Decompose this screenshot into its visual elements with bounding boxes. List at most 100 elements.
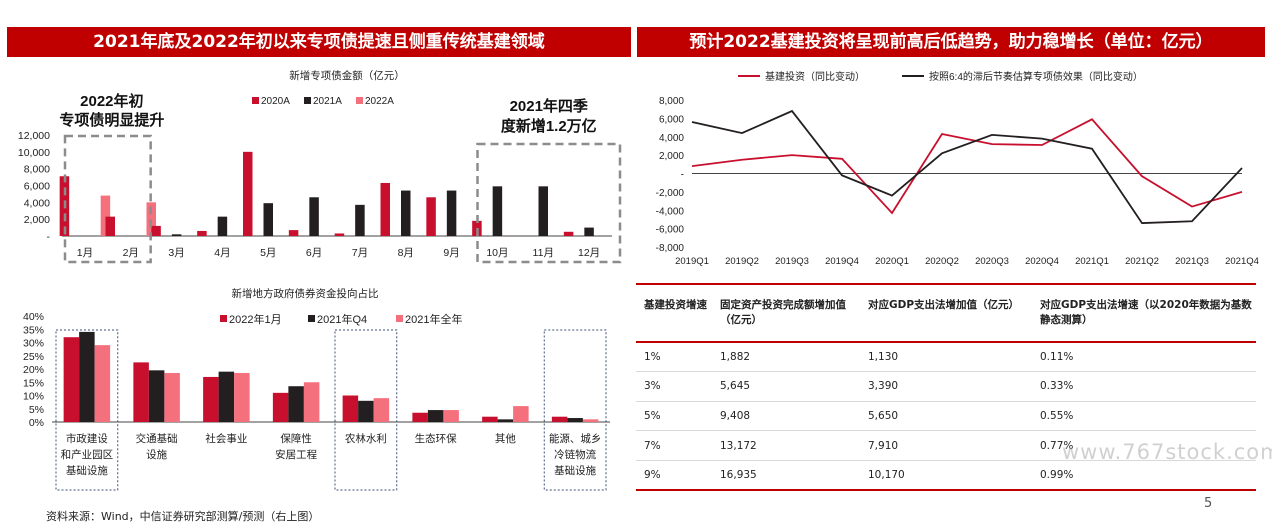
- bar-2022年1月: [412, 412, 428, 422]
- bar-2022年1月: [133, 362, 149, 422]
- legend-label: 2020A: [261, 96, 290, 107]
- legend-swatch: [396, 315, 403, 322]
- annotation-line: 专项债明显提升: [59, 111, 164, 129]
- y-tick-label: 35%: [23, 324, 44, 336]
- bar-2021年Q4: [567, 418, 583, 422]
- bar-2021A: [446, 190, 457, 236]
- y-tick-label: 2,000: [24, 214, 50, 226]
- table-header-cell: 对应GDP支出法增加值（亿元）: [860, 283, 1032, 343]
- x-tick-label: 2月: [123, 247, 139, 259]
- x-tick-label: 冷链物流: [554, 448, 596, 461]
- annotation-line: 2021年四季: [510, 97, 588, 115]
- bar-2021年Q4: [358, 400, 374, 422]
- bar-2021A: [492, 186, 503, 236]
- table-header-cell: 对应GDP支出法增速（以2020年数据为基数静态测算）: [1032, 283, 1256, 343]
- legend-label: 2021A: [313, 96, 342, 107]
- annotation-line: 度新增1.2万亿: [501, 117, 597, 135]
- x-tick-label: 4月: [214, 247, 230, 259]
- legend-label: 按照6:4的滞后节奏估算专项债效果（同比变动）: [929, 70, 1143, 83]
- x-tick-label: 8月: [398, 247, 414, 259]
- y-tick-label: 2,000: [659, 151, 684, 162]
- x-tick-label: 保障性: [280, 432, 312, 445]
- legend-label: 2021年Q4: [317, 312, 367, 326]
- table-cell: 1,882: [712, 342, 860, 373]
- y-tick-label: 40%: [23, 311, 44, 323]
- bar-2021年Q4: [427, 410, 444, 422]
- bar-2020A: [105, 216, 115, 236]
- bar-2021A: [309, 197, 319, 236]
- x-tick-label: 其他: [495, 432, 516, 445]
- y-tick-label: 8,000: [24, 164, 50, 176]
- y-tick-label: 12,000: [18, 130, 50, 142]
- y-tick-label: -4,000: [656, 206, 685, 217]
- bar-2020A: [334, 233, 345, 236]
- annotation-line: 2022年初: [80, 92, 143, 110]
- table-cell: 0.11%: [1032, 342, 1256, 373]
- bar-2021年Q4: [148, 370, 165, 422]
- table-cell: 5,645: [712, 371, 860, 402]
- x-tick-label: 2020Q2: [925, 256, 959, 267]
- table-cell: 0.55%: [1032, 401, 1256, 432]
- table-row: 1% 1,882 1,130 0.11%: [636, 342, 1256, 373]
- bar-2021A: [584, 227, 594, 236]
- bar-2022年1月: [272, 392, 289, 422]
- y-tick-label: 5%: [29, 404, 44, 416]
- bar-2021A: [217, 216, 228, 236]
- x-tick-label: 2019Q3: [775, 256, 809, 267]
- bar-2022年1月: [63, 337, 80, 422]
- table-row: 9% 16,935 10,170 0.99%: [636, 460, 1256, 491]
- bar-2020A: [197, 230, 207, 236]
- y-tick-label: -2,000: [656, 188, 685, 199]
- bar-2021年Q4: [288, 386, 304, 422]
- bar-2022A: [100, 195, 111, 236]
- bar-2021年全年: [303, 382, 320, 422]
- bar-2021年全年: [443, 410, 459, 422]
- special-bond-monthly-chart: 新增专项债金额（亿元） 2020A 2021A 2022A 12,000 10,000 8,…: [18, 69, 622, 264]
- bar-2020A: [380, 182, 390, 236]
- bar-2021年全年: [164, 372, 180, 422]
- chart-title: 新增地方政府债券资金投向占比: [232, 287, 379, 300]
- x-tick-label: 7月: [352, 247, 368, 259]
- x-tick-label: 2019Q2: [725, 256, 759, 267]
- x-tick-label: 2020Q4: [1025, 256, 1059, 267]
- x-tick-label: 生态环保: [415, 432, 457, 445]
- bar-2021A: [263, 203, 273, 236]
- series-line-基建投资（同比变动）: [691, 118, 1243, 215]
- x-tick-label: 2019Q4: [825, 256, 859, 267]
- legend-swatch: [220, 315, 227, 322]
- watermark: www.767stock.com: [1062, 440, 1272, 464]
- table-header-cell: 固定资产投资完成额增加值（亿元）: [712, 283, 860, 343]
- x-tick-label: 能源、城乡: [549, 432, 602, 445]
- bar-2021年Q4: [79, 331, 95, 422]
- bar-2021年全年: [513, 406, 529, 422]
- page-number: 5: [1204, 496, 1213, 511]
- table-cell: 0.77%: [1032, 430, 1256, 461]
- table-header-row: 基建投资增速 固定资产投资完成额增加值（亿元） 对应GDP支出法增加值（亿元） …: [636, 283, 1256, 343]
- bar-2021A: [355, 204, 365, 236]
- legend-swatch: [252, 97, 259, 104]
- legend-label: 2022A: [365, 96, 394, 107]
- y-tick-label: -8,000: [656, 243, 685, 254]
- bar-2021A: [171, 234, 182, 236]
- y-tick-label: 6,000: [659, 114, 684, 125]
- series-line-按照6:4的滞后节奏估算专项债效果（同比变动）: [691, 109, 1243, 225]
- source-note: 资料来源：Wind，中信证券研究部测算/预测（右上图）: [46, 510, 320, 523]
- table-cell: 7,910: [860, 430, 1032, 461]
- legend-label: 2022年1月: [229, 312, 282, 326]
- x-tick-label: 2019Q1: [675, 256, 709, 267]
- y-tick-label: 6,000: [24, 181, 50, 193]
- legend-swatch: [308, 315, 315, 322]
- highlight-box-q4-2021: [476, 142, 622, 264]
- y-tick-label: 10%: [23, 391, 44, 403]
- x-tick-label: 5月: [260, 247, 276, 259]
- bar-2020A: [243, 151, 253, 236]
- bar-2021年全年: [94, 345, 111, 422]
- table-cell: 3,390: [860, 371, 1032, 402]
- bar-2021年全年: [373, 398, 390, 422]
- legend-label: 基建投资（同比变动）: [765, 70, 865, 83]
- bar-2021年Q4: [218, 371, 235, 422]
- x-tick-label: 12月: [578, 247, 600, 259]
- bar-2022年1月: [203, 376, 219, 422]
- table-cell: 1%: [636, 342, 712, 373]
- table-cell: 0.99%: [1032, 460, 1256, 491]
